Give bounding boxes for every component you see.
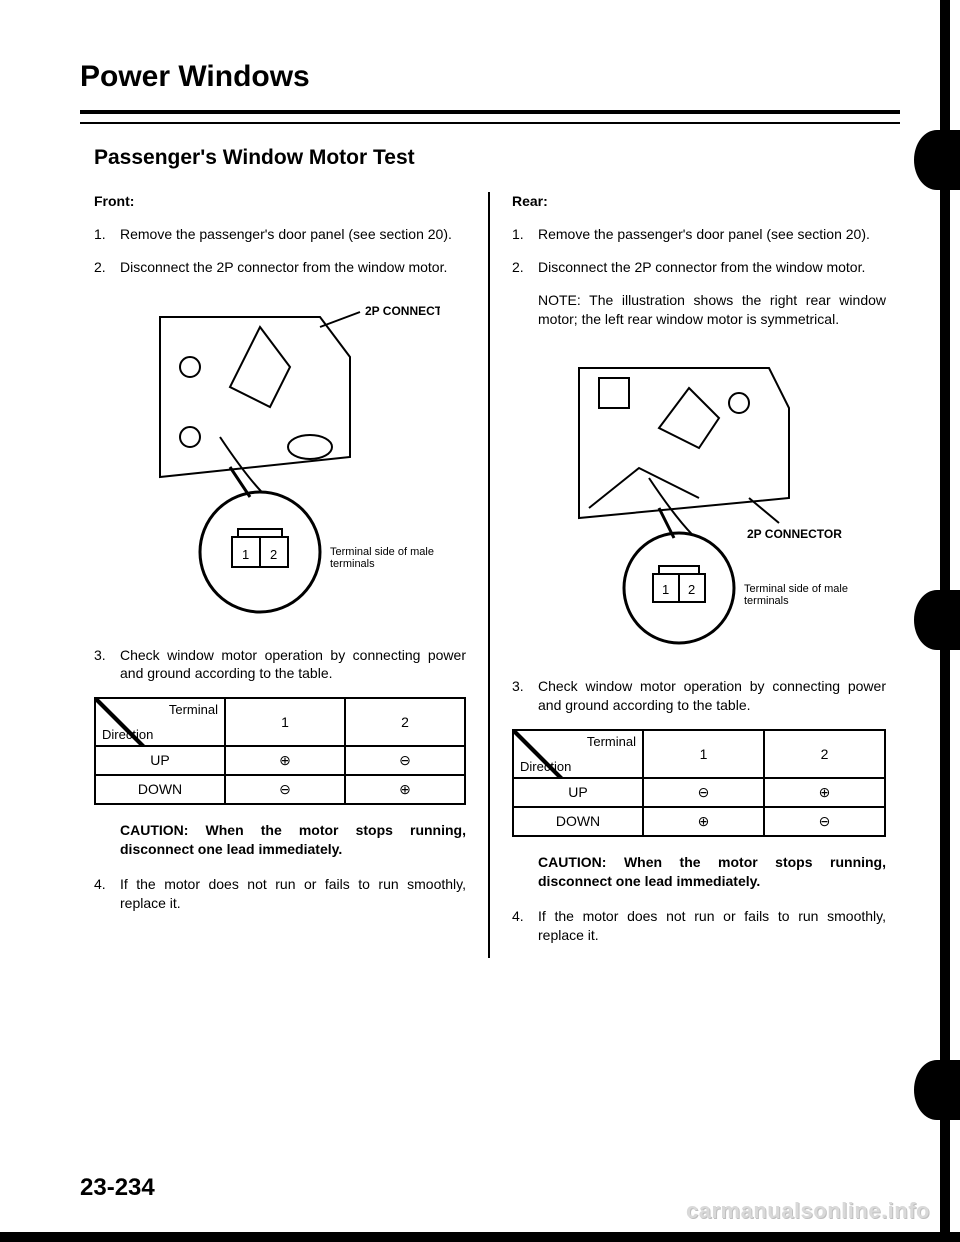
rear-corner-bottom: Direction xyxy=(520,758,571,776)
front-col-1: 1 xyxy=(225,698,345,746)
rear-diagram: 2P CONNECTOR 1 2 Terminal side of male t… xyxy=(512,348,886,653)
front-row-up-1: ⊕ xyxy=(225,746,345,775)
front-caution: CAUTION: When the motor stops running, d… xyxy=(120,821,466,859)
rear-corner-top: Terminal xyxy=(587,733,636,751)
rear-note: NOTE: The illustration shows the right r… xyxy=(512,291,886,329)
rear-step-4: If the motor does not run or fails to ru… xyxy=(512,907,886,945)
rear-table-corner: Terminal Direction xyxy=(513,730,643,778)
rear-col-2: 2 xyxy=(764,730,885,778)
front-label: Front: xyxy=(94,192,466,211)
rear-column: Rear: Remove the passenger's door panel … xyxy=(490,192,900,958)
front-col-2: 2 xyxy=(345,698,465,746)
rear-col-1: 1 xyxy=(643,730,764,778)
front-row-down-label: DOWN xyxy=(95,775,225,804)
rear-pin-2: 2 xyxy=(688,582,695,597)
front-step-2: Disconnect the 2P connector from the win… xyxy=(94,258,466,277)
front-terminal-label: Terminal side of male terminals xyxy=(330,546,437,570)
front-diagram: 2P CONNECTOR 1 2 Terminal side of male t… xyxy=(94,297,466,622)
rule-thin xyxy=(80,122,900,124)
front-row-down-2: ⊕ xyxy=(345,775,465,804)
rear-row-down-label: DOWN xyxy=(513,807,643,836)
front-connector-label: 2P CONNECTOR xyxy=(365,304,440,318)
procedure-title: Passenger's Window Motor Test xyxy=(94,146,900,170)
front-corner-bottom: Direction xyxy=(102,726,153,744)
front-step-3: Check window motor operation by connecti… xyxy=(94,646,466,684)
front-steps-1-2: Remove the passenger's door panel (see s… xyxy=(94,225,466,277)
front-step-4: If the motor does not run or fails to ru… xyxy=(94,875,466,913)
front-table: Terminal Direction 1 2 UP ⊕ ⊖ DOWN ⊖ ⊕ xyxy=(94,697,466,805)
thumb-tab-icon xyxy=(914,590,960,650)
front-column: Front: Remove the passenger's door panel… xyxy=(80,192,490,958)
front-row-up-2: ⊖ xyxy=(345,746,465,775)
rear-step-2: Disconnect the 2P connector from the win… xyxy=(512,258,886,277)
rule-thick xyxy=(80,110,900,114)
rear-label: Rear: xyxy=(512,192,886,211)
rear-steps-1-2: Remove the passenger's door panel (see s… xyxy=(512,225,886,277)
rear-table: Terminal Direction 1 2 UP ⊖ ⊕ DOWN ⊕ ⊖ xyxy=(512,729,886,837)
front-step-3-list: Check window motor operation by connecti… xyxy=(94,646,466,684)
two-column-layout: Front: Remove the passenger's door panel… xyxy=(80,192,900,958)
front-caution-lead: CAUTION: xyxy=(120,822,188,838)
rear-step-3-list: Check window motor operation by connecti… xyxy=(512,677,886,715)
rear-diagram-svg: 2P CONNECTOR 1 2 Terminal side of male t… xyxy=(539,348,859,648)
front-row-up-label: UP xyxy=(95,746,225,775)
rear-caution-lead: CAUTION: xyxy=(538,854,606,870)
rear-step-4-list: If the motor does not run or fails to ru… xyxy=(512,907,886,945)
rear-row-up-2: ⊕ xyxy=(764,778,885,807)
thumb-tab-icon xyxy=(914,1060,960,1120)
front-row-down-1: ⊖ xyxy=(225,775,345,804)
bottom-edge xyxy=(0,1232,960,1242)
rear-pin-1: 1 xyxy=(662,582,669,597)
thumb-tab-icon xyxy=(914,130,960,190)
rear-step-3: Check window motor operation by connecti… xyxy=(512,677,886,715)
front-diagram-svg: 2P CONNECTOR 1 2 Terminal side of male t… xyxy=(120,297,440,617)
front-step-1: Remove the passenger's door panel (see s… xyxy=(94,225,466,244)
rear-row-down-2: ⊖ xyxy=(764,807,885,836)
manual-page: Power Windows Passenger's Window Motor T… xyxy=(0,0,960,1242)
rear-row-up-label: UP xyxy=(513,778,643,807)
rear-terminal-label: Terminal side of male terminals xyxy=(744,583,851,607)
rear-connector-label: 2P CONNECTOR xyxy=(747,527,842,541)
front-step-4-list: If the motor does not run or fails to ru… xyxy=(94,875,466,913)
page-number: 23-234 xyxy=(80,1174,155,1202)
front-table-corner: Terminal Direction xyxy=(95,698,225,746)
front-pin-1: 1 xyxy=(242,547,249,562)
section-title: Power Windows xyxy=(80,60,900,94)
rear-step-1: Remove the passenger's door panel (see s… xyxy=(512,225,886,244)
rear-caution: CAUTION: When the motor stops running, d… xyxy=(538,853,886,891)
watermark-text: carmanualsonline.info xyxy=(686,1198,930,1224)
front-pin-2: 2 xyxy=(270,547,277,562)
rear-row-down-1: ⊕ xyxy=(643,807,764,836)
rear-row-up-1: ⊖ xyxy=(643,778,764,807)
front-corner-top: Terminal xyxy=(169,701,218,719)
